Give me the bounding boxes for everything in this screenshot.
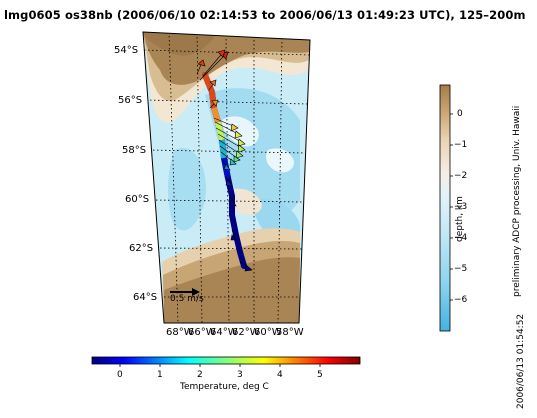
depth-tick: −2 — [454, 171, 468, 181]
processing-credit: preliminary ADCP processing, Univ. Hawai… — [512, 105, 522, 297]
lat-label: 56°S — [118, 95, 143, 106]
lat-label: 54°S — [114, 45, 139, 56]
depth-tick: −3 — [454, 202, 468, 212]
plot-title: lmg0605 os38nb (2006/06/10 02:14:53 to 2… — [4, 8, 526, 22]
lat-label: 62°S — [129, 243, 154, 254]
temperature-tick: 5 — [317, 370, 323, 380]
depth-colorbar-title: depth, km — [455, 196, 465, 242]
depth-tick: −1 — [454, 140, 468, 150]
lat-label: 58°S — [122, 145, 147, 156]
temperature-tick: 3 — [237, 370, 243, 380]
bathymetry-map — [143, 32, 310, 323]
temperature-tick: 1 — [157, 370, 163, 380]
depth-tick: −5 — [454, 264, 468, 274]
temperature-tick: 4 — [277, 370, 283, 380]
temperature-tick: 2 — [197, 370, 203, 380]
temperature-tick: 0 — [117, 370, 123, 380]
lon-label: 62°W — [232, 327, 260, 338]
lon-label: 60°W — [254, 327, 282, 338]
lon-label: 58°W — [276, 327, 304, 338]
lat-label: 60°S — [125, 194, 150, 205]
temperature-colorbar-title: Temperature, deg C — [180, 382, 269, 392]
depth-tick: −6 — [454, 295, 468, 305]
plot-timestamp: 2006/06/13 01:54:52 — [516, 313, 526, 409]
temperature-colorbar — [91, 356, 361, 367]
depth-colorbar — [439, 84, 453, 332]
scale-label: 0.5 m/s — [170, 294, 204, 304]
lon-label: 68°W — [166, 327, 194, 338]
lon-label: 66°W — [188, 327, 216, 338]
depth-tick: 0 — [457, 109, 463, 119]
lat-label: 64°S — [133, 292, 158, 303]
depth-tick: −4 — [454, 233, 468, 243]
lon-label: 64°W — [210, 327, 238, 338]
scale-arrow — [170, 288, 200, 296]
velocity-vectors — [196, 49, 253, 272]
